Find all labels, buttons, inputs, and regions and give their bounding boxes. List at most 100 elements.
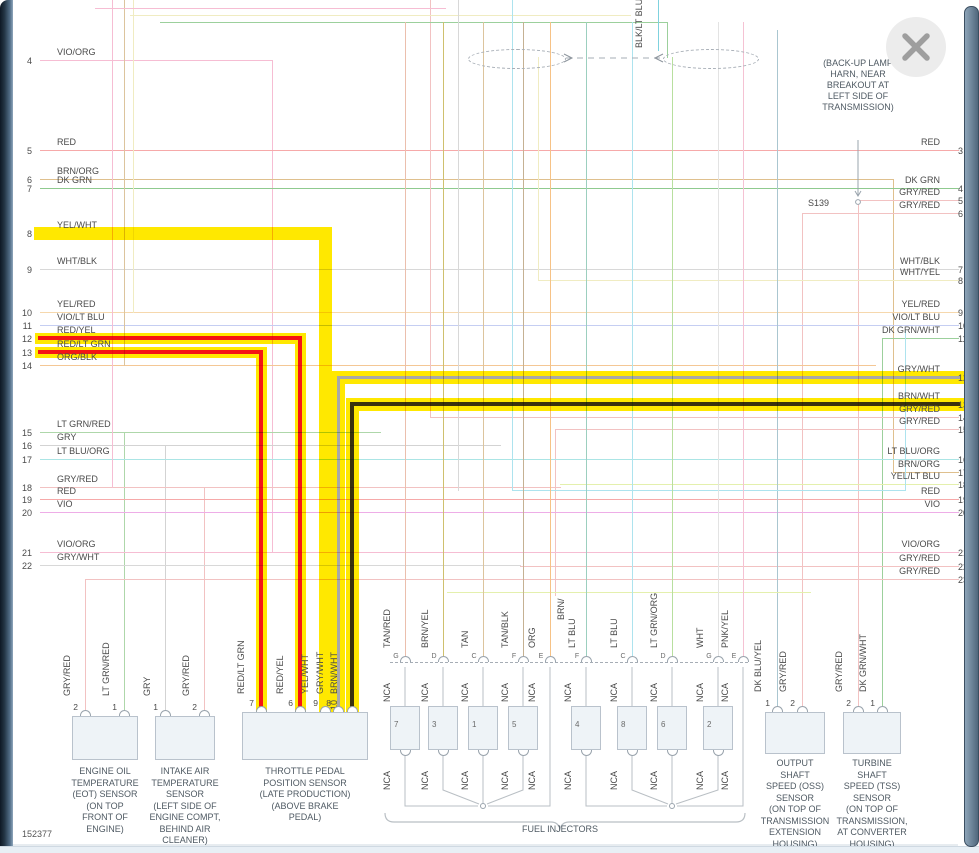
wire-color-label-vertical: DK GRN/WHT <box>858 634 868 692</box>
wire-color-label-vertical: GRY <box>142 676 152 696</box>
wire-segment <box>39 187 959 189</box>
splice-label: S139 <box>808 198 830 208</box>
component-label: OUTPUT SHAFT SPEED (OSS) SENSOR (ON TOP … <box>760 758 830 849</box>
nca-label: NCA <box>382 770 392 790</box>
component-label: TURBINE SHAFT SPEED (TSS) SENSOR (ON TOP… <box>836 758 908 849</box>
injector-number: 6 <box>661 720 666 729</box>
connector-arc <box>437 656 449 662</box>
row-number-left: 13 <box>21 348 32 358</box>
wire-color-label: LT BLU/ORG <box>887 446 940 456</box>
symbol-path <box>486 755 524 805</box>
nca-label: NCA <box>460 682 470 702</box>
connector-arc <box>852 706 864 712</box>
wire-segment <box>94 7 446 9</box>
wire-segment <box>776 29 778 709</box>
wire-color-label: GRY/RED <box>899 404 940 414</box>
wire-color-label: YEL/WHT <box>57 220 98 230</box>
component-box-tps-sensor <box>242 712 368 760</box>
close-button[interactable] <box>886 17 946 77</box>
symbol-path <box>677 667 744 807</box>
harness-wrap-oval <box>663 49 759 69</box>
scrollbar-track[interactable] <box>956 0 979 853</box>
row-number-right: 16 <box>958 455 969 465</box>
splice-point <box>855 199 861 205</box>
connector-cavity-letter: F <box>574 653 580 660</box>
wire-color-label: YEL/RED <box>901 299 940 309</box>
component-box-tss-sensor <box>843 712 901 754</box>
wire-segment <box>123 431 125 713</box>
wire-segment <box>904 329 906 491</box>
nca-label: NCA <box>527 770 537 790</box>
wire-color-label: VIO/ORG <box>57 539 96 549</box>
wire-color-label-vertical: BRN/ <box>556 598 566 620</box>
wire-color-label: VIO/ORG <box>901 539 940 549</box>
nca-label: NCA <box>527 682 537 702</box>
wire-segment <box>522 21 524 658</box>
wire-segment <box>39 458 959 460</box>
wire-segment <box>457 0 459 491</box>
connector-cavity-letter: C <box>620 653 626 660</box>
wire-color-label: RED <box>57 486 77 496</box>
row-number-right: 17 <box>958 468 969 478</box>
connector-cavity-letter: E <box>538 653 544 660</box>
connector-arc <box>399 656 411 662</box>
fuel-injectors-label: FUEL INJECTORS <box>521 824 598 834</box>
wire-color-label-vertical: ORG <box>527 627 537 648</box>
connector-arc <box>399 750 411 756</box>
row-number-left: 12 <box>21 334 32 344</box>
wire-color-label: VIO <box>924 499 940 509</box>
wire-color-label-vertical: GRY/RED <box>181 655 191 696</box>
wire-segment <box>318 226 332 715</box>
fuel-injector-box <box>390 706 420 750</box>
symbol-path <box>675 755 719 805</box>
wire-segment <box>519 565 959 567</box>
pin-number: 2 <box>192 702 197 712</box>
component-box-eot-sensor <box>72 716 138 760</box>
row-number-right: 13 <box>958 400 969 410</box>
connector-arc <box>544 656 556 662</box>
wire-color-label-vertical: TAN/BLK <box>500 611 510 648</box>
wire-segment <box>259 350 263 710</box>
component-label: INTAKE AIR TEMPERATURE SENSOR (LEFT SIDE… <box>149 766 221 845</box>
wire-color-label-vertical: BRN/YEL <box>420 609 430 648</box>
nca-label: NCA <box>695 770 705 790</box>
connector-arc <box>771 706 783 712</box>
wire-color-label-vertical: GRY/RED <box>834 651 844 692</box>
wire-segment <box>892 178 894 473</box>
wire-segment <box>442 21 444 658</box>
row-number-right: 21 <box>958 548 969 558</box>
connector-arc <box>626 750 638 756</box>
connector-arc <box>517 750 529 756</box>
diagram-number: 152377 <box>22 829 53 839</box>
harness-wrap-oval <box>468 49 566 69</box>
connector-arc <box>666 656 678 662</box>
wire-segment <box>429 0 431 418</box>
symbol-path <box>631 755 669 805</box>
nca-label: NCA <box>382 682 392 702</box>
connector-arc <box>626 656 638 662</box>
wire-segment <box>537 56 539 281</box>
wire-segment <box>39 268 959 270</box>
row-number-right: 8 <box>958 276 964 286</box>
wire-segment <box>857 199 959 201</box>
connector-cavity-letter: G <box>393 653 399 660</box>
wire-color-label: VIO <box>57 499 73 509</box>
component-box-oss-sensor <box>765 712 825 754</box>
wire-segment <box>657 0 659 51</box>
wire-color-label: GRY/RED <box>57 474 98 484</box>
pin-number: 1 <box>112 702 117 712</box>
wire-segment <box>482 21 484 658</box>
pin-number: 2 <box>846 698 851 708</box>
nca-label: NCA <box>609 770 619 790</box>
nca-label: NCA <box>609 682 619 702</box>
wire-segment <box>111 0 113 488</box>
scrollbar-thumb[interactable] <box>964 6 979 847</box>
pin-number: 9 <box>313 698 318 708</box>
wire-color-label-vertical: DK BLU/YEL <box>753 639 763 692</box>
wire-color-label: YEL/LT BLU <box>890 471 940 481</box>
component-label: ENGINE OIL TEMPERATURE (EOT) SENSOR (ON … <box>71 766 139 834</box>
connector-arc <box>437 750 449 756</box>
nca-label: NCA <box>720 770 730 790</box>
